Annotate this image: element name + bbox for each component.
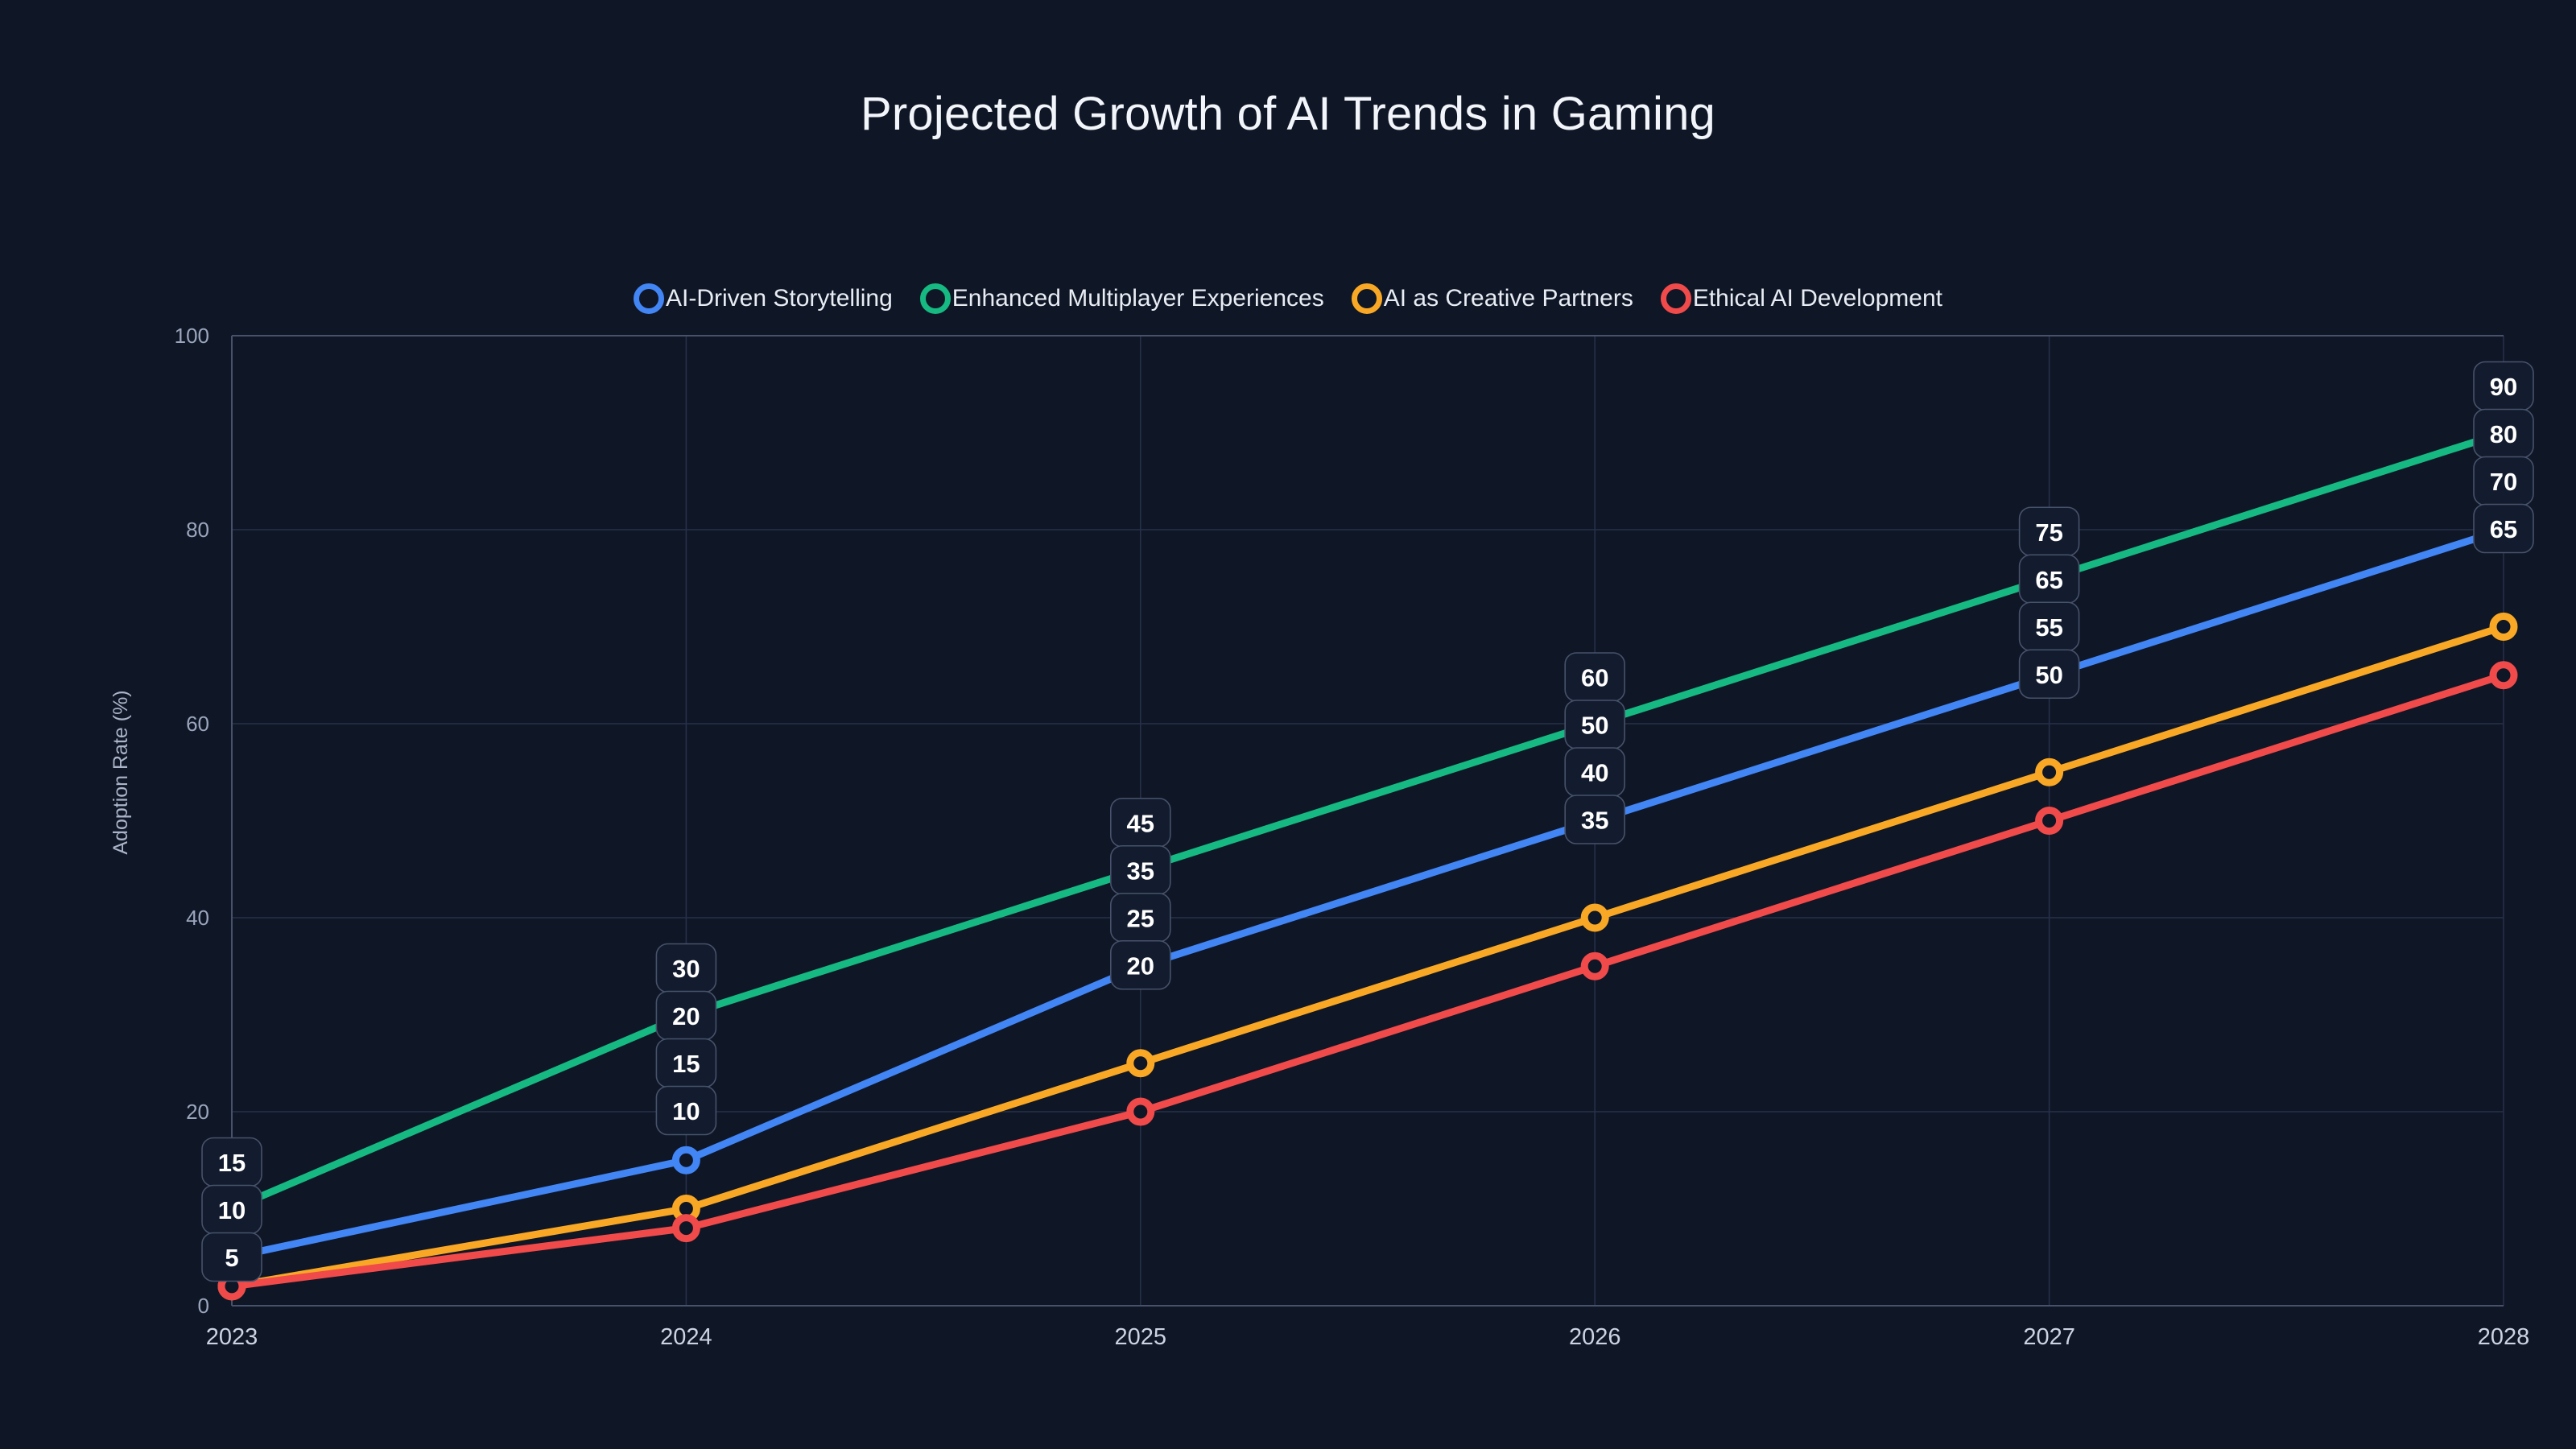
x-tick-label: 2028 bbox=[2478, 1324, 2530, 1350]
data-point-marker[interactable] bbox=[671, 1214, 700, 1243]
data-label: 25 bbox=[1110, 892, 1171, 943]
data-label-text: 20 bbox=[672, 1002, 700, 1030]
legend-item-label: Ethical AI Development bbox=[1692, 285, 1942, 312]
data-label-text: 10 bbox=[218, 1196, 246, 1224]
data-label-text: 25 bbox=[1127, 904, 1154, 932]
series-line-0 bbox=[228, 526, 2508, 1261]
series-line-1 bbox=[228, 429, 2508, 1212]
data-label-text: 5 bbox=[225, 1244, 238, 1272]
circle-ring-icon bbox=[634, 283, 664, 314]
data-label-text: 15 bbox=[672, 1050, 700, 1078]
data-label: 60 bbox=[1564, 652, 1625, 702]
data-label: 50 bbox=[1564, 700, 1625, 749]
data-label: 20 bbox=[655, 990, 717, 1041]
series-line-3 bbox=[228, 671, 2508, 1290]
circle-ring-icon bbox=[1351, 283, 1382, 314]
y-tick-label: 0 bbox=[198, 1294, 209, 1318]
data-label-box bbox=[655, 1085, 717, 1136]
data-label: 35 bbox=[1110, 844, 1171, 895]
data-label: 50 bbox=[2018, 649, 2080, 700]
x-tick-label: 2023 bbox=[206, 1324, 258, 1350]
legend-item[interactable]: Ethical AI Development bbox=[1660, 283, 1942, 314]
data-point-marker[interactable] bbox=[1580, 903, 1609, 932]
legend-item-label: AI-Driven Storytelling bbox=[666, 285, 893, 312]
data-label-text: 10 bbox=[672, 1097, 700, 1125]
data-label-text: 40 bbox=[1581, 759, 1608, 787]
x-tick-label: 2026 bbox=[1569, 1324, 1621, 1350]
legend-item-label: Enhanced Multiplayer Experiences bbox=[952, 285, 1324, 312]
legend-item[interactable]: AI as Creative Partners bbox=[1351, 283, 1633, 314]
data-label-text: 70 bbox=[2490, 468, 2517, 496]
data-label-text: 65 bbox=[2035, 566, 2062, 594]
data-label: 90 bbox=[2473, 361, 2534, 411]
x-tick-label: 2024 bbox=[660, 1324, 712, 1350]
data-label-text: 20 bbox=[1127, 952, 1154, 980]
data-label: 10 bbox=[201, 1184, 262, 1235]
data-label: 40 bbox=[1564, 747, 1625, 797]
data-label-text: 55 bbox=[2035, 613, 2062, 642]
y-tick-label: 100 bbox=[175, 324, 209, 348]
data-label: 10 bbox=[655, 1085, 717, 1136]
data-label: 35 bbox=[1564, 795, 1625, 844]
y-tick-label: 40 bbox=[186, 906, 209, 930]
chart-legend: AI-Driven Storytelling Enhanced Multiplay… bbox=[0, 283, 2576, 314]
data-label: 15 bbox=[201, 1137, 262, 1187]
data-label: 5 bbox=[201, 1232, 262, 1282]
data-label-text: 50 bbox=[2035, 661, 2062, 689]
data-label: 45 bbox=[1110, 797, 1171, 848]
data-label-text: 35 bbox=[1581, 807, 1608, 835]
circle-ring-icon bbox=[919, 283, 951, 314]
data-label-text: 75 bbox=[2035, 518, 2062, 547]
page-title: Projected Growth of AI Trends in Gaming bbox=[861, 88, 1715, 140]
data-point-marker[interactable] bbox=[1126, 1049, 1155, 1078]
data-label-text: 80 bbox=[2490, 420, 2517, 448]
data-label-box bbox=[201, 1232, 262, 1282]
data-label-text: 30 bbox=[672, 955, 700, 983]
data-label-text: 35 bbox=[1127, 857, 1154, 885]
x-tick-label: 2027 bbox=[2023, 1324, 2075, 1350]
y-tick-label: 80 bbox=[186, 518, 209, 542]
data-label-text: 45 bbox=[1127, 809, 1154, 837]
data-point-marker[interactable] bbox=[2035, 758, 2064, 786]
data-label: 20 bbox=[1110, 939, 1171, 990]
data-point-marker[interactable] bbox=[2489, 661, 2518, 690]
data-label-text: 60 bbox=[1581, 664, 1608, 692]
data-label-box bbox=[1564, 795, 1625, 844]
x-tick-label: 2025 bbox=[1115, 1324, 1167, 1350]
data-label: 70 bbox=[2473, 456, 2534, 506]
y-tick-label: 60 bbox=[186, 712, 209, 736]
y-tick-label: 20 bbox=[186, 1100, 209, 1124]
data-label-text: 15 bbox=[218, 1149, 246, 1177]
data-label: 80 bbox=[2473, 408, 2534, 459]
data-point-marker[interactable] bbox=[1580, 952, 1609, 980]
data-label: 65 bbox=[2473, 503, 2534, 554]
legend-item[interactable]: AI-Driven Storytelling bbox=[634, 283, 893, 314]
data-label: 75 bbox=[2018, 506, 2080, 557]
data-label-box bbox=[2018, 649, 2080, 700]
data-label-box bbox=[1110, 939, 1171, 990]
data-point-marker[interactable] bbox=[1126, 1097, 1155, 1126]
data-label: 15 bbox=[655, 1038, 717, 1088]
data-point-marker[interactable] bbox=[2489, 613, 2518, 641]
legend-item[interactable]: Enhanced Multiplayer Experiences bbox=[919, 283, 1324, 314]
data-label-text: 50 bbox=[1581, 712, 1608, 740]
data-label-text: 65 bbox=[2490, 515, 2517, 543]
y-axis-title: Adoption Rate (%) bbox=[109, 690, 132, 854]
series-line-2 bbox=[228, 623, 2508, 1290]
data-label-box bbox=[2473, 503, 2534, 554]
data-point-marker[interactable] bbox=[2035, 807, 2064, 835]
data-label: 30 bbox=[655, 943, 717, 993]
data-label: 55 bbox=[2018, 601, 2080, 652]
data-label: 65 bbox=[2018, 554, 2080, 605]
legend-item-label: AI as Creative Partners bbox=[1383, 285, 1633, 312]
circle-ring-icon bbox=[1660, 283, 1691, 314]
data-point-marker[interactable] bbox=[671, 1146, 700, 1174]
data-label-text: 90 bbox=[2490, 373, 2517, 401]
